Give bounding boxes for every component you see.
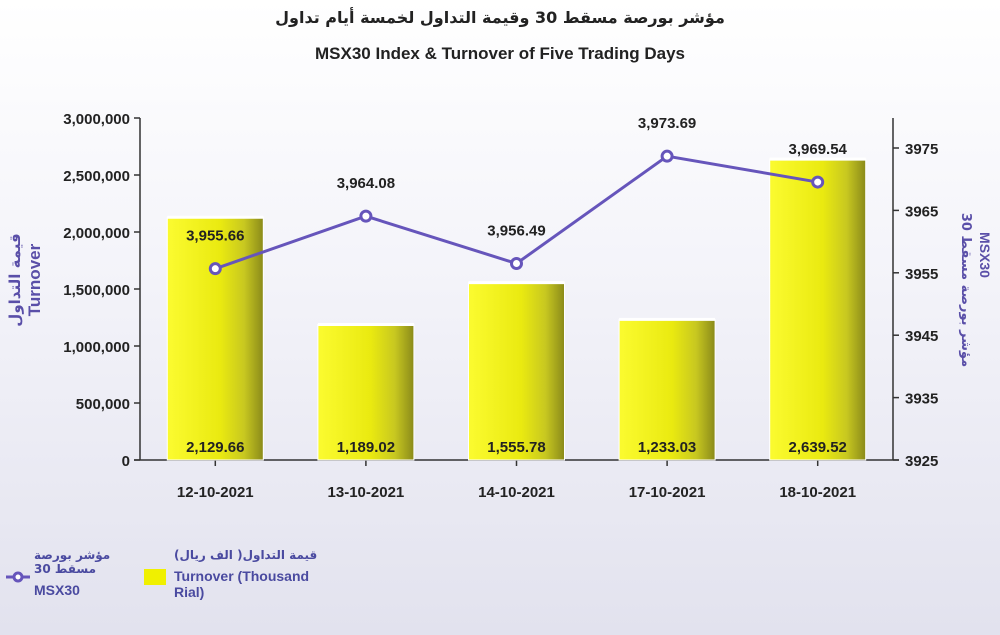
y-left-label: Turnover: [25, 243, 44, 316]
legend: مؤشر بورصة مسقط 30 MSX30 قيمة التداول( ا…: [0, 548, 1000, 618]
legend-bar-label-ar: قيمة التداول( الف ريال): [174, 548, 318, 562]
x-tick-label: 12-10-2021: [177, 484, 254, 501]
msx30-data-label: 3,973.69: [638, 115, 696, 132]
y-left-tick-label: 2,000,000: [63, 225, 130, 242]
legend-line-swatch: [6, 571, 30, 583]
y-right-label: MSX30: [977, 232, 993, 278]
y-left-tick-label: 1,000,000: [63, 339, 130, 356]
y-right-tick-label: 3955: [905, 266, 938, 283]
x-tick-label: 14-10-2021: [478, 484, 555, 501]
msx30-point: [660, 149, 674, 163]
combo-chart: 0 500,000 1,000,000 1,500,000 2,000,000 2,500…: [6, 111, 993, 501]
y-left-tick-label: 2,500,000: [63, 168, 130, 185]
y-left-tick-label: 1,500,000: [63, 282, 130, 299]
y-right-tick-label: 3945: [905, 328, 938, 345]
y-left-tick-label: 0: [122, 453, 130, 470]
x-tick-label: 18-10-2021: [779, 484, 856, 501]
bar: [317, 323, 415, 461]
msx30-data-label: 3,964.08: [337, 175, 395, 192]
legend-item-msx30: مؤشر بورصة مسقط 30 MSX30: [0, 548, 140, 598]
y-right-tick-label: 3975: [905, 141, 938, 158]
y-right-tick-label: 3925: [905, 453, 938, 470]
msx30-point: [510, 257, 523, 271]
bar: [468, 282, 565, 461]
bar-data-label: 1,189.02: [337, 439, 395, 456]
bar-data-label: 1,555.78: [487, 439, 545, 456]
msx30-data-label: 3,955.66: [186, 228, 244, 245]
msx30-data-label: 3,956.49: [487, 223, 545, 240]
legend-item-turnover: قيمة التداول( الف ريال) Turnover (Thousa…: [140, 548, 340, 600]
y-right-tick-label: 3935: [905, 391, 938, 408]
y-left-tick-label: 3,000,000: [63, 111, 130, 128]
bar-data-label: 2,639.52: [789, 439, 847, 456]
legend-bar-swatch: [144, 569, 166, 585]
chart-title: MSX30 Index & Turnover of Five Trading D…: [315, 44, 685, 63]
msx30-point: [208, 262, 222, 276]
bar-data-label: 2,129.66: [186, 439, 244, 456]
legend-bar-label: Turnover (Thousand Rial): [174, 568, 310, 600]
msx30-point: [811, 175, 825, 189]
msx30-line: [214, 154, 818, 271]
legend-line-label: MSX30: [34, 582, 80, 598]
bar: [769, 158, 867, 461]
bar: [166, 216, 264, 461]
msx30-point: [359, 209, 373, 223]
y-right-label-ar: مؤشر بورصة مسقط 30: [958, 213, 973, 367]
bar-data-label: 1,233.03: [638, 439, 696, 456]
msx30-data-label: 3,969.54: [789, 141, 848, 158]
legend-line-label-ar: مؤشر بورصة مسقط 30: [34, 548, 111, 576]
y-left-label-ar: قيمة التداول: [6, 233, 24, 326]
y-left-tick-label: 500,000: [76, 396, 130, 413]
chart-title-arabic: مؤشر بورصة مسقط 30 وقيمة التداول لخمسة أ…: [275, 8, 725, 27]
y-right-tick-label: 3965: [905, 203, 938, 220]
x-tick-label: 17-10-2021: [629, 484, 706, 501]
x-tick-label: 13-10-2021: [328, 484, 405, 501]
